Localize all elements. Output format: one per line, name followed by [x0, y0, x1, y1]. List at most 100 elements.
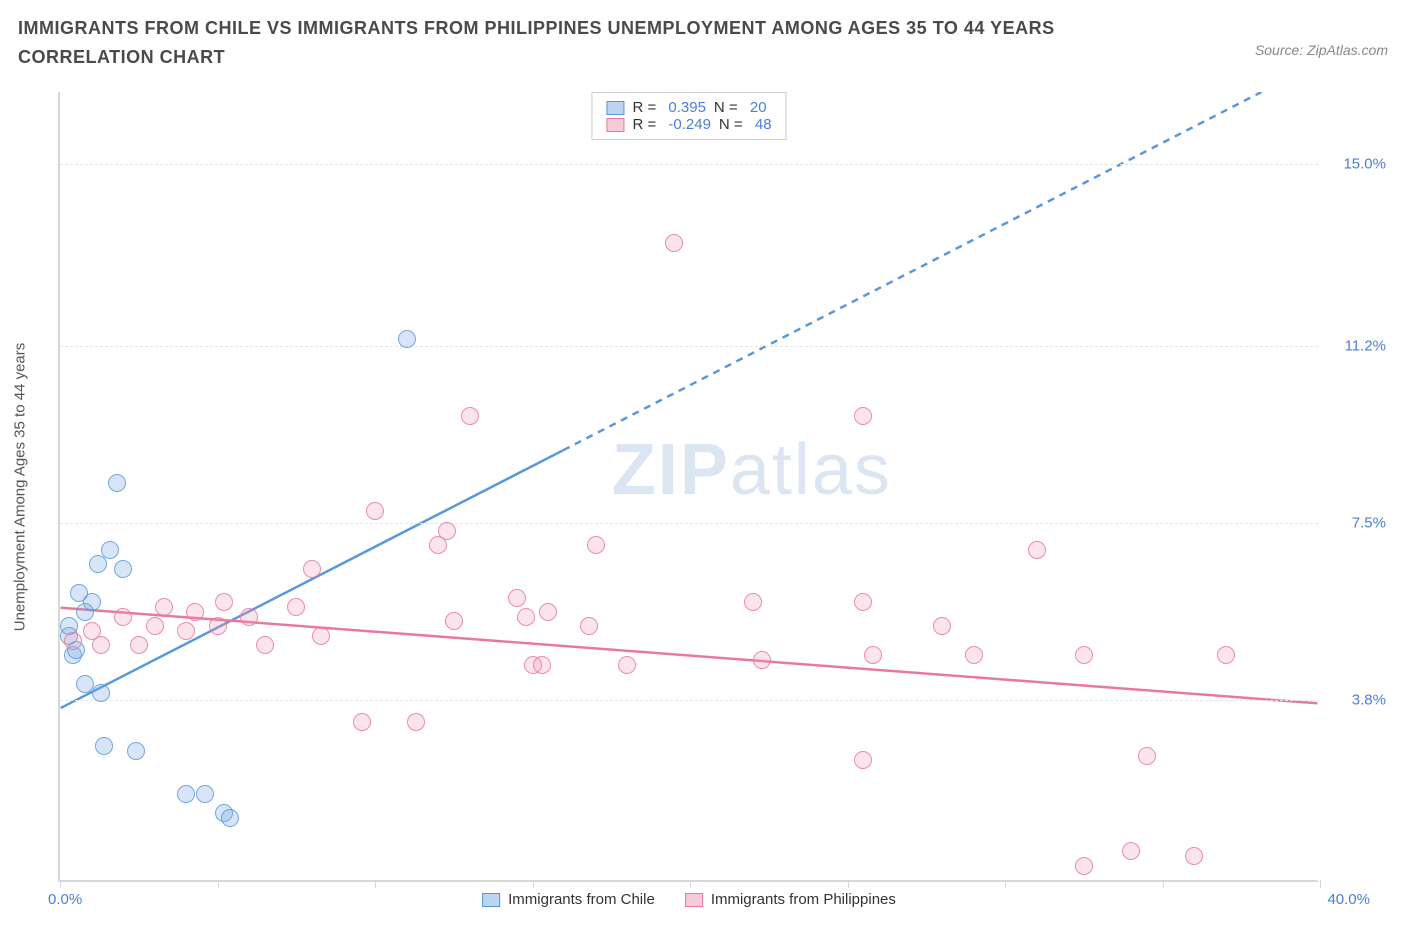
data-point — [1217, 646, 1235, 664]
gridline — [60, 164, 1318, 165]
r-value-philippines: -0.249 — [668, 116, 711, 133]
data-point — [517, 608, 535, 626]
gridline — [60, 700, 1318, 701]
watermark-bold: ZIP — [612, 430, 730, 510]
n-label: N = — [714, 99, 742, 116]
x-axis-tick — [690, 880, 691, 888]
x-axis-tick — [1163, 880, 1164, 888]
chart-title: IMMIGRANTS FROM CHILE VS IMMIGRANTS FROM… — [18, 14, 1148, 72]
data-point — [1028, 541, 1046, 559]
gridline — [60, 346, 1318, 347]
scatter-plot: R = 0.395 N = 20 R = -0.249 N = 48 ZIPat… — [58, 92, 1318, 882]
data-point — [146, 617, 164, 635]
data-point — [1138, 747, 1156, 765]
data-point — [177, 785, 195, 803]
data-point — [965, 646, 983, 664]
r-label: R = — [632, 99, 660, 116]
r-label: R = — [632, 116, 660, 133]
data-point — [312, 627, 330, 645]
data-point — [407, 713, 425, 731]
data-point — [587, 536, 605, 554]
data-point — [461, 407, 479, 425]
data-point — [303, 560, 321, 578]
data-point — [89, 555, 107, 573]
x-axis-tick — [218, 880, 219, 888]
data-point — [196, 785, 214, 803]
data-point — [221, 809, 239, 827]
y-axis-tick-label: 11.2% — [1345, 337, 1386, 354]
data-point — [177, 622, 195, 640]
legend-item-chile: Immigrants from Chile — [482, 891, 655, 908]
data-point — [92, 636, 110, 654]
data-point — [1075, 646, 1093, 664]
n-value-philippines: 48 — [755, 116, 772, 133]
n-label: N = — [719, 116, 747, 133]
data-point — [256, 636, 274, 654]
data-point — [127, 742, 145, 760]
swatch-philippines-icon — [685, 893, 703, 907]
data-point — [92, 684, 110, 702]
data-point — [83, 593, 101, 611]
x-axis-min-label: 0.0% — [48, 891, 82, 908]
gridline — [60, 523, 1318, 524]
data-point — [753, 651, 771, 669]
data-point — [353, 713, 371, 731]
data-point — [64, 632, 82, 650]
swatch-chile-icon — [482, 893, 500, 907]
trend-lines — [60, 92, 1318, 880]
data-point — [618, 656, 636, 674]
data-point — [864, 646, 882, 664]
correlation-legend: R = 0.395 N = 20 R = -0.249 N = 48 — [591, 92, 786, 140]
data-point — [508, 589, 526, 607]
data-point — [209, 617, 227, 635]
data-point — [1185, 847, 1203, 865]
data-point — [854, 593, 872, 611]
data-point — [240, 608, 258, 626]
data-point — [155, 598, 173, 616]
x-axis-tick — [375, 880, 376, 888]
data-point — [744, 593, 762, 611]
data-point — [665, 234, 683, 252]
legend-row-philippines: R = -0.249 N = 48 — [606, 116, 771, 133]
data-point — [114, 608, 132, 626]
x-axis-tick — [533, 880, 534, 888]
data-point — [854, 407, 872, 425]
legend-item-philippines: Immigrants from Philippines — [685, 891, 896, 908]
legend-row-chile: R = 0.395 N = 20 — [606, 99, 771, 116]
watermark-light: atlas — [730, 430, 892, 510]
r-value-chile: 0.395 — [668, 99, 706, 116]
legend-label-philippines: Immigrants from Philippines — [711, 891, 896, 908]
data-point — [933, 617, 951, 635]
x-axis-tick — [1005, 880, 1006, 888]
data-point — [1075, 857, 1093, 875]
data-point — [101, 541, 119, 559]
data-point — [366, 502, 384, 520]
data-point — [108, 474, 126, 492]
y-axis-tick-label: 15.0% — [1343, 155, 1386, 172]
series-legend: Immigrants from Chile Immigrants from Ph… — [482, 891, 896, 908]
data-point — [114, 560, 132, 578]
data-point — [287, 598, 305, 616]
data-point — [186, 603, 204, 621]
data-point — [1122, 842, 1140, 860]
y-axis-tick-label: 3.8% — [1352, 692, 1386, 709]
y-axis-tick-label: 7.5% — [1352, 514, 1386, 531]
data-point — [95, 737, 113, 755]
data-point — [130, 636, 148, 654]
data-point — [215, 593, 233, 611]
data-point — [438, 522, 456, 540]
chart-area: Unemployment Among Ages 35 to 44 years R… — [58, 92, 1388, 882]
x-axis-max-label: 40.0% — [1327, 891, 1370, 908]
swatch-philippines-icon — [606, 118, 624, 132]
x-axis-tick — [60, 880, 61, 888]
x-axis-tick — [848, 880, 849, 888]
watermark: ZIPatlas — [612, 429, 892, 511]
swatch-chile-icon — [606, 101, 624, 115]
source-attribution: Source: ZipAtlas.com — [1255, 42, 1388, 58]
y-axis-title: Unemployment Among Ages 35 to 44 years — [12, 343, 29, 632]
data-point — [533, 656, 551, 674]
data-point — [854, 751, 872, 769]
data-point — [539, 603, 557, 621]
data-point — [445, 612, 463, 630]
x-axis-tick — [1320, 880, 1321, 888]
